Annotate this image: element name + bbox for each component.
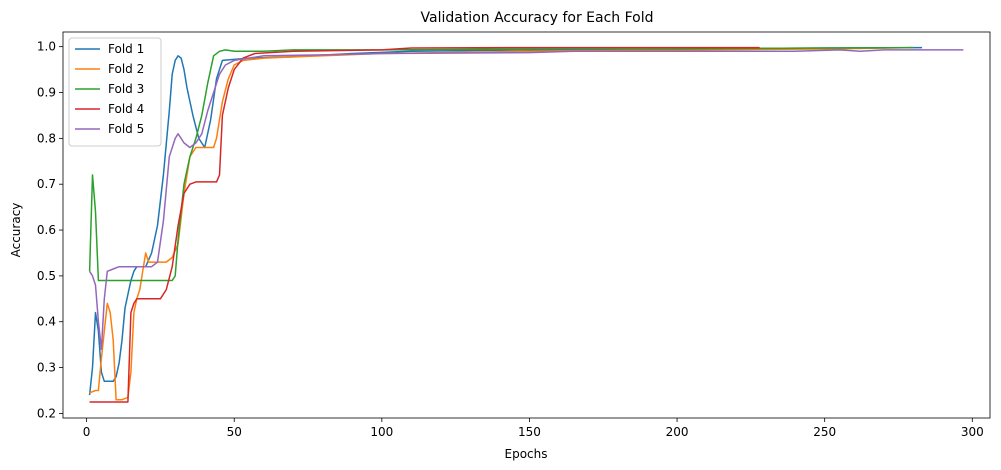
y-tick-label: 0.9 [37,86,56,100]
x-tick-label: 0 [83,425,91,439]
legend-label-fold-3: Fold 3 [108,82,144,96]
series-line-fold-3 [88,46,914,282]
x-tick-label: 250 [813,425,836,439]
y-tick-label: 1.0 [37,40,56,54]
x-tick-label: 150 [518,425,541,439]
x-axis-label: Epochs [505,447,548,461]
legend-label-fold-1: Fold 1 [108,42,144,56]
series-line-fold-1 [88,46,923,396]
y-tick-label: 0.3 [37,361,56,375]
series-line-fold-2 [89,46,914,401]
legend: Fold 1 Fold 2 Fold 3 Fold 4 Fold 5 [68,37,162,147]
y-tick-label: 0.2 [37,406,56,420]
chart-title: Validation Accuracy for Each Fold [421,10,654,26]
x-tick-label: 50 [227,425,242,439]
legend-box [68,37,162,147]
series-line-fold-5 [88,49,964,350]
legend-label-fold-2: Fold 2 [108,62,144,76]
y-axis-ticks: 0.2 0.3 0.4 0.5 0.6 0.7 0.8 0.9 1.0 [37,40,63,420]
legend-label-fold-4: Fold 4 [108,102,144,116]
y-tick-label: 0.8 [37,131,56,145]
x-tick-label: 200 [666,425,689,439]
plot-frame [62,31,991,419]
y-tick-label: 0.6 [37,223,56,237]
y-tick-label: 0.7 [37,177,56,191]
y-tick-label: 0.4 [37,315,56,329]
x-tick-label: 100 [370,425,393,439]
x-axis-ticks: 0 50 100 150 200 250 300 [83,418,984,439]
plot-area [62,31,991,419]
x-tick-label: 300 [961,425,984,439]
legend-label-fold-5: Fold 5 [108,122,144,136]
series-line-fold-4 [89,46,760,403]
y-tick-label: 0.5 [37,269,56,283]
y-axis-label: Accuracy [9,203,23,258]
